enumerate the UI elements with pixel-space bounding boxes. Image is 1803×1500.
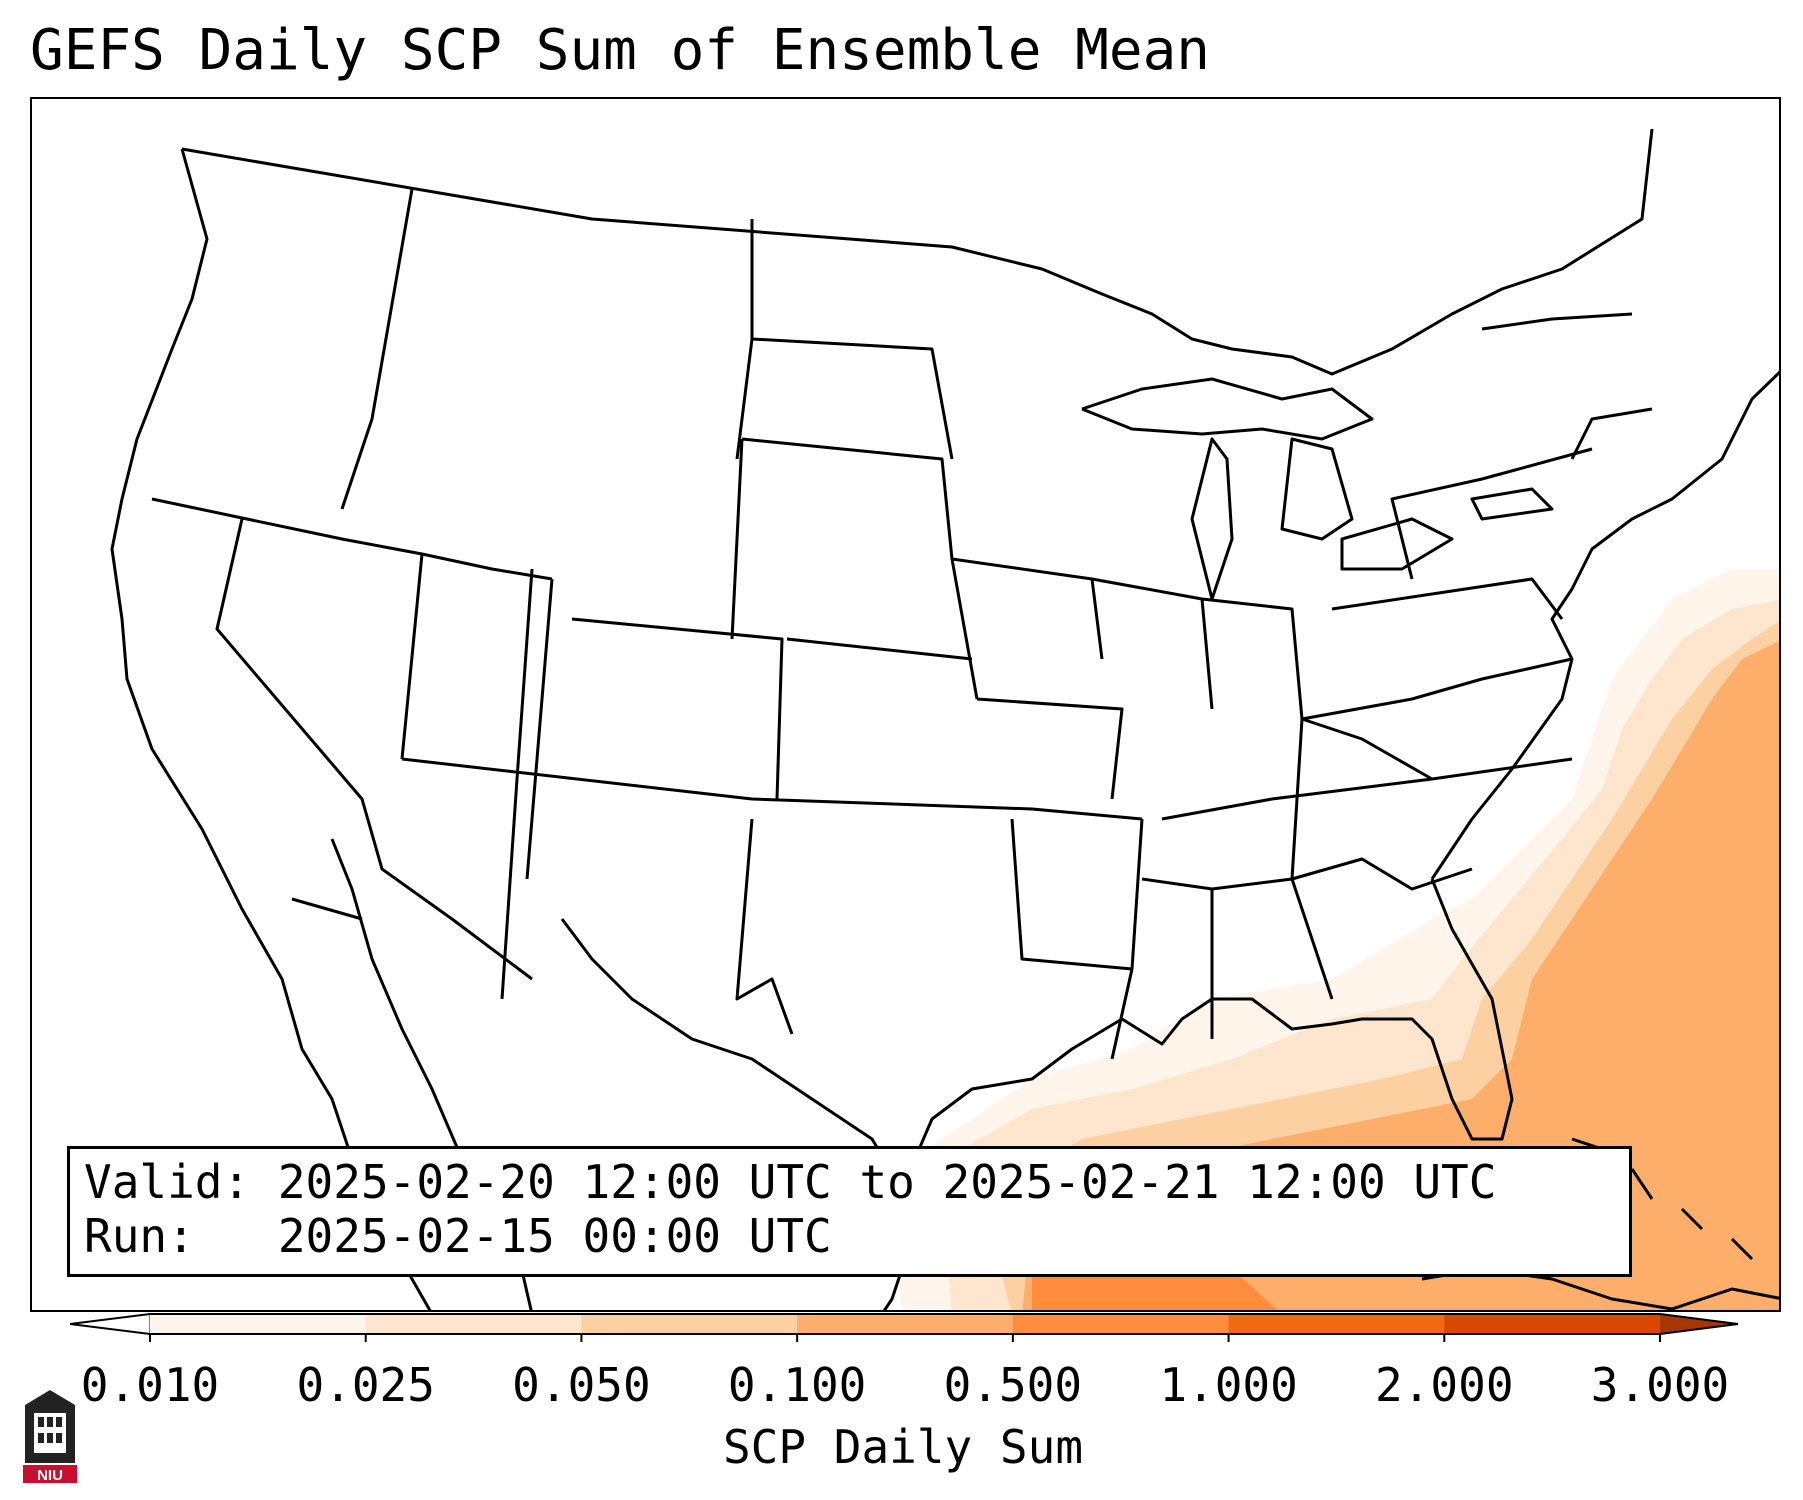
colorbar-tick-label: 0.010 — [80, 1358, 220, 1412]
colorbar-cell — [1444, 1314, 1661, 1334]
logo-text: NIU — [37, 1467, 63, 1484]
colorbar-over-arrow — [1660, 1314, 1738, 1334]
colorbar-cell — [797, 1314, 1014, 1334]
colorbar-tick-label: 0.050 — [512, 1358, 651, 1412]
map-canvas — [110, 128, 1779, 1310]
state-lines — [151, 188, 1653, 1060]
colorbar-cell — [1012, 1314, 1230, 1334]
map-title: GEFS Daily SCP Sum of Ensemble Mean — [30, 18, 1211, 83]
colorbar-tick-label: 0.500 — [943, 1358, 1083, 1412]
canada-border — [181, 128, 1654, 376]
colorbar-cell — [150, 1314, 367, 1334]
colorbar-cell — [581, 1314, 798, 1334]
west-coast — [110, 148, 432, 1310]
colorbar-tick-label: 2.000 — [1375, 1358, 1514, 1412]
valid-line: Valid: 2025-02-20 12:00 UTC to 2025-02-2… — [84, 1155, 1497, 1209]
caribbean-islands — [1421, 1137, 1779, 1310]
map-panel — [30, 97, 1781, 1312]
colorbar-label: SCP Daily Sum — [722, 1420, 1084, 1474]
university-building-icon: NIU — [23, 1390, 77, 1484]
colorbar-tick-label: 0.100 — [727, 1358, 867, 1412]
validity-info-box: Valid: 2025-02-20 12:00 UTC to 2025-02-2… — [67, 1146, 1632, 1277]
run-line: Run: 2025-02-15 00:00 UTC — [84, 1209, 832, 1263]
scp-field-region — [1022, 640, 1779, 1310]
colorbar-tick-label: 1.000 — [1159, 1358, 1298, 1412]
colorbar-tick-label: 3.000 — [1590, 1358, 1730, 1412]
colorbar-tick-label: 0.025 — [296, 1358, 435, 1412]
great-lakes — [1081, 377, 1554, 601]
colorbar-cell — [365, 1314, 582, 1334]
colorbar-under-arrow — [70, 1313, 151, 1335]
colorbar-cell — [1228, 1314, 1445, 1334]
colorbar — [70, 1313, 1739, 1342]
borders — [110, 128, 1779, 1310]
